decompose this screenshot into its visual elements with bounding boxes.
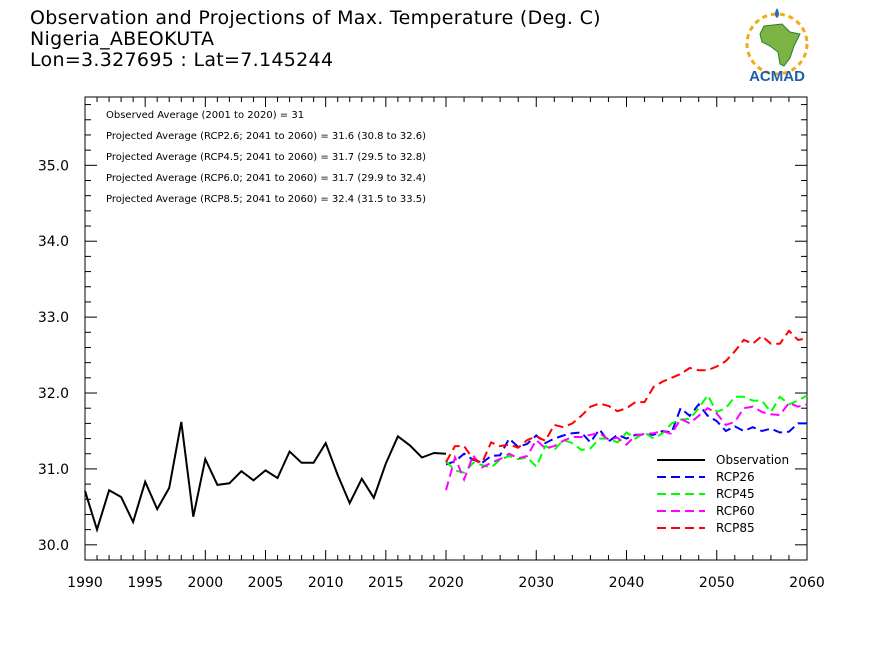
legend-label: RCP26 — [716, 470, 755, 484]
annotation-line: Projected Average (RCP6.0; 2041 to 2060)… — [106, 173, 426, 184]
y-tick-label: 35.0 — [38, 158, 69, 174]
legend-label: RCP45 — [716, 487, 755, 501]
legend-label: RCP60 — [716, 504, 755, 518]
series-line-rcp45 — [445, 393, 808, 474]
x-tick-label: 2030 — [518, 575, 554, 591]
series-line-rcp85 — [445, 329, 808, 465]
x-tick-label: 2005 — [248, 575, 284, 591]
x-tick-label: 2015 — [368, 575, 404, 591]
y-tick-label: 34.0 — [38, 234, 69, 250]
series-line-observation — [84, 421, 447, 533]
x-tick-label: 2000 — [188, 575, 224, 591]
series-line-rcp60 — [445, 401, 808, 491]
annotation-line: Projected Average (RCP4.5; 2041 to 2060)… — [106, 152, 426, 163]
plot-frame — [84, 96, 808, 561]
annotation-line: Projected Average (RCP2.6; 2041 to 2060)… — [106, 131, 426, 142]
legend-label: Observation — [716, 453, 789, 467]
acmad-logo: ACMAD — [745, 8, 809, 85]
station-name: Nigeria_ABEOKUTA — [30, 28, 215, 50]
chart-title-block: Observation and Projections of Max. Temp… — [30, 8, 601, 71]
chart-title: Observation and Projections of Max. Temp… — [30, 7, 601, 29]
sun-rays-icon — [745, 12, 809, 76]
water-drop-icon — [775, 8, 779, 18]
y-tick-label: 31.0 — [38, 462, 69, 478]
legend: Observation RCP26 RCP45 RCP60 RCP85 — [657, 453, 789, 535]
x-tick-label: 2050 — [699, 575, 735, 591]
legend-label: RCP85 — [716, 521, 755, 535]
annotation-block: Observed Average (2001 to 2020) = 31 Proj… — [106, 110, 426, 205]
x-tick-label: 2010 — [308, 575, 344, 591]
y-axis: 30.0 31.0 32.0 33.0 34.0 35.0 — [38, 104, 807, 554]
x-tick-label: 1990 — [67, 575, 103, 591]
x-tick-label: 2040 — [609, 575, 645, 591]
africa-map-icon — [759, 23, 801, 67]
x-tick-label: 2060 — [789, 575, 825, 591]
annotation-line: Projected Average (RCP8.5; 2041 to 2060)… — [106, 194, 426, 205]
annotation-line: Observed Average (2001 to 2020) = 31 — [106, 110, 304, 121]
x-tick-label: 2020 — [428, 575, 464, 591]
y-tick-label: 32.0 — [38, 386, 69, 402]
series-layer — [84, 329, 808, 533]
logo-text: ACMAD — [749, 68, 805, 85]
y-tick-label: 33.0 — [38, 310, 69, 326]
y-tick-label: 30.0 — [38, 538, 69, 554]
x-tick-label: 1995 — [127, 575, 163, 591]
x-axis: 1990 1995 2000 2005 2010 2015 2020 2030 2040 2050… — [67, 97, 825, 591]
station-coordinates: Lon=3.327695 : Lat=7.145244 — [30, 49, 334, 71]
